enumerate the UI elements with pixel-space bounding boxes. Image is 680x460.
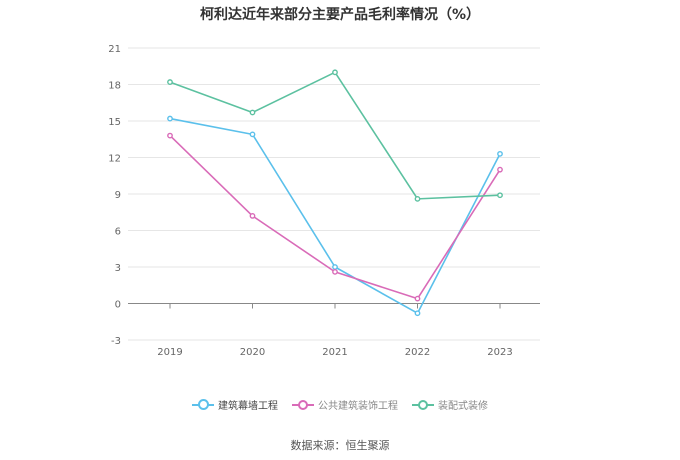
legend-item-0[interactable]: 建筑幕墙工程 [192, 397, 278, 412]
y-tick-label: 12 [108, 154, 121, 165]
data-point[interactable] [167, 115, 173, 122]
data-point[interactable] [249, 109, 256, 116]
data-point[interactable] [497, 166, 503, 173]
y-tick-label: 3 [115, 263, 121, 274]
y-tick-label: -3 [111, 336, 121, 347]
x-tick-label: 2023 [487, 347, 512, 358]
y-tick-label: 18 [108, 81, 121, 92]
legend-label-0: 建筑幕墙工程 [218, 401, 278, 412]
axis-layer: -3 0 3 6 9 12 15 18 21 2019 2020 2021 2022 2023 [108, 44, 512, 358]
data-point[interactable] [249, 131, 256, 138]
legend: 建筑幕墙工程 公共建筑装饰工程 装配式装修 [0, 397, 680, 412]
data-source: 数据来源：恒生聚源 [290, 439, 390, 452]
data-point[interactable] [497, 150, 503, 157]
x-tick-label: 2019 [157, 347, 182, 358]
data-point[interactable] [332, 268, 338, 275]
legend-marker-icon [412, 399, 434, 411]
data-point[interactable] [414, 195, 421, 202]
legend-label-1: 公共建筑装饰工程 [318, 401, 398, 412]
data-point[interactable] [167, 132, 173, 139]
legend-marker-icon [292, 399, 314, 411]
grid-layer [128, 47, 540, 341]
y-tick-label: 0 [115, 300, 121, 311]
data-point[interactable] [414, 310, 421, 317]
series-2 [167, 69, 503, 202]
y-tick-label: 6 [115, 227, 121, 238]
legend-marker-icon [192, 398, 214, 411]
legend-item-1[interactable]: 公共建筑装饰工程 [292, 397, 398, 412]
series-line-2 [169, 71, 501, 200]
y-tick-label: 21 [108, 44, 121, 55]
series-line-0 [169, 117, 501, 315]
x-tick-label: 2020 [240, 347, 265, 358]
data-point[interactable] [249, 212, 256, 219]
data-point[interactable] [497, 192, 503, 199]
y-tick-label: 15 [108, 117, 121, 128]
x-tick-label: 2021 [322, 347, 347, 358]
y-tick-label: 9 [115, 190, 121, 201]
data-point[interactable] [414, 295, 421, 302]
chart-title: 柯利达近年来部分主要产品毛利率情况（%） [199, 7, 481, 23]
series-layer [167, 69, 503, 317]
data-point[interactable] [167, 79, 173, 85]
series-1 [167, 132, 503, 302]
x-tick-label: 2022 [405, 347, 430, 358]
data-point[interactable] [332, 264, 338, 270]
legend-label-2: 装配式装修 [438, 401, 488, 412]
data-point[interactable] [332, 69, 338, 76]
legend-item-2[interactable]: 装配式装修 [412, 397, 488, 412]
series-0 [167, 115, 503, 317]
